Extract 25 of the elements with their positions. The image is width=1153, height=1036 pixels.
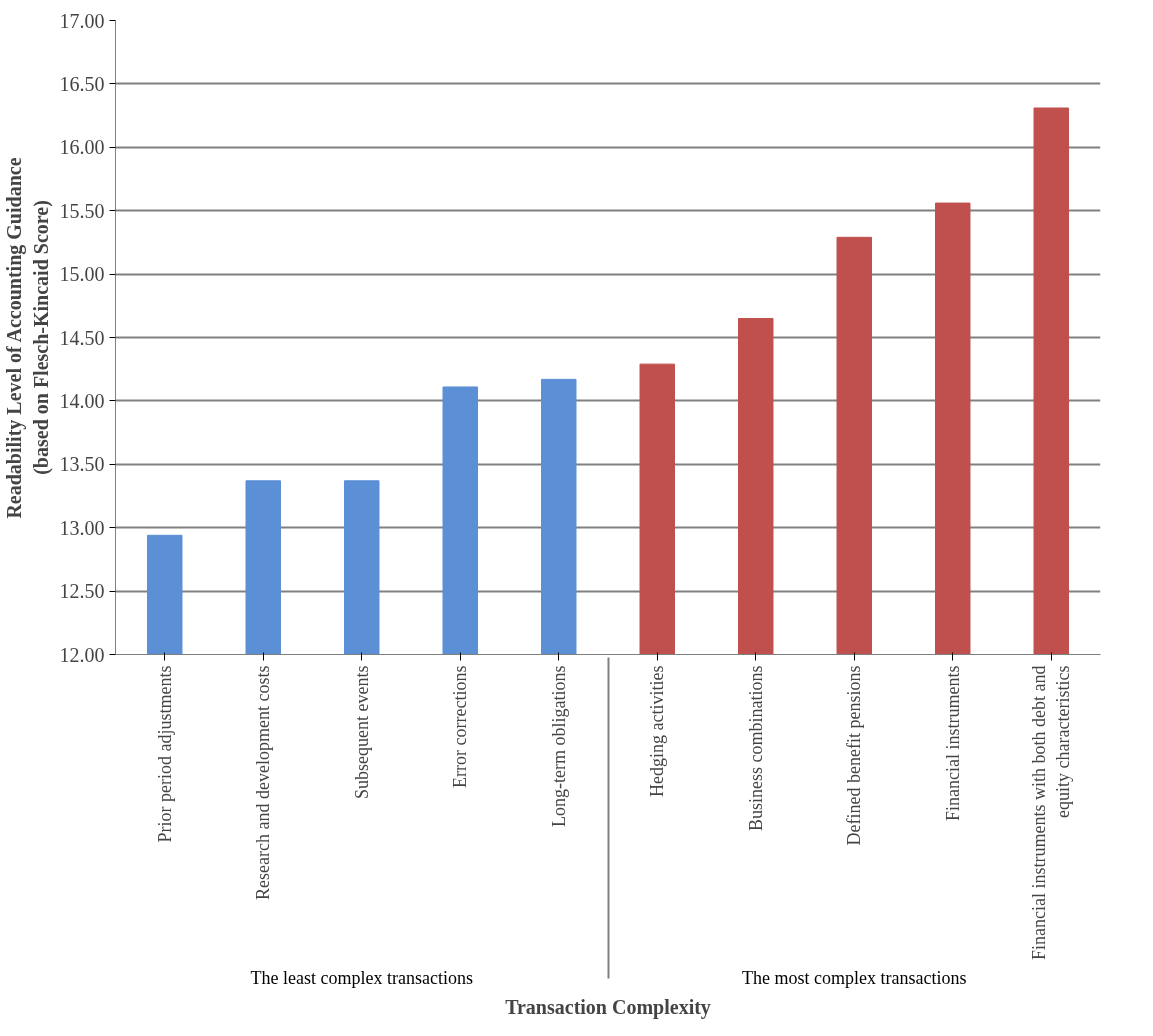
y-tick-label: 13.00 (59, 516, 105, 539)
y-tick-label: 14.50 (59, 326, 105, 349)
x-tick-label: Subsequent events (351, 665, 372, 799)
x-axis-title: Transaction Complexity (505, 995, 711, 1019)
x-tick-label: Error corrections (450, 665, 471, 788)
x-tick-label: Research and development costs (253, 665, 274, 900)
text: The least complex transactions (250, 967, 473, 988)
y-tick-label: 12.50 (59, 580, 105, 603)
y-tick-label: 14.00 (59, 389, 105, 412)
x-tick-label: Prior period adjustments (154, 665, 175, 843)
x-tick-label: Long-term obligations (548, 665, 569, 827)
y-tick-label: 13.50 (59, 453, 105, 476)
text: The most complex transactions (742, 967, 967, 988)
y-tick-label: 17.00 (59, 9, 105, 32)
x-tick-label: Financial instruments with both debt and equity characteristics (1029, 665, 1074, 960)
y-tick-label: 16.00 (59, 136, 105, 159)
x-tick-label: Financial instruments (942, 665, 963, 821)
y-tick-label: 12.00 (59, 643, 105, 666)
y-tick-label: 16.50 (59, 72, 105, 95)
x-tick-label: Business combinations (745, 665, 766, 831)
x-tick-label: Defined benefit pensions (844, 665, 865, 846)
x-tick-label: Hedging activities (647, 665, 668, 797)
y-axis-title: Readability Level of Accounting Guidance (based on Flesch-Kincaid Score) (3, 157, 53, 519)
y-tick-label: 15.50 (59, 199, 105, 222)
y-tick-label: 15.00 (59, 263, 105, 286)
